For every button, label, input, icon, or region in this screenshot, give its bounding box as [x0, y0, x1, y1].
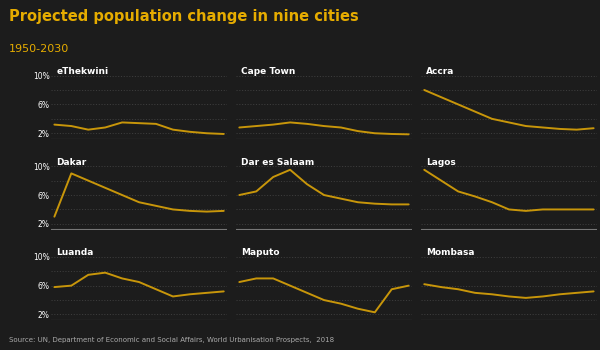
- Text: eThekwini: eThekwini: [56, 67, 109, 76]
- Text: Source: UN, Department of Economic and Social Affairs, World Urbanisation Prospe: Source: UN, Department of Economic and S…: [9, 337, 334, 343]
- Text: Mombasa: Mombasa: [426, 248, 475, 257]
- Text: Projected population change in nine cities: Projected population change in nine citi…: [9, 9, 359, 24]
- Text: 1950-2030: 1950-2030: [9, 44, 69, 54]
- Text: Dakar: Dakar: [56, 158, 86, 167]
- Text: Lagos: Lagos: [426, 158, 456, 167]
- Text: Accra: Accra: [426, 67, 455, 76]
- Text: Maputo: Maputo: [241, 248, 280, 257]
- Text: Cape Town: Cape Town: [241, 67, 296, 76]
- Text: Luanda: Luanda: [56, 248, 94, 257]
- Text: Dar es Salaam: Dar es Salaam: [241, 158, 314, 167]
